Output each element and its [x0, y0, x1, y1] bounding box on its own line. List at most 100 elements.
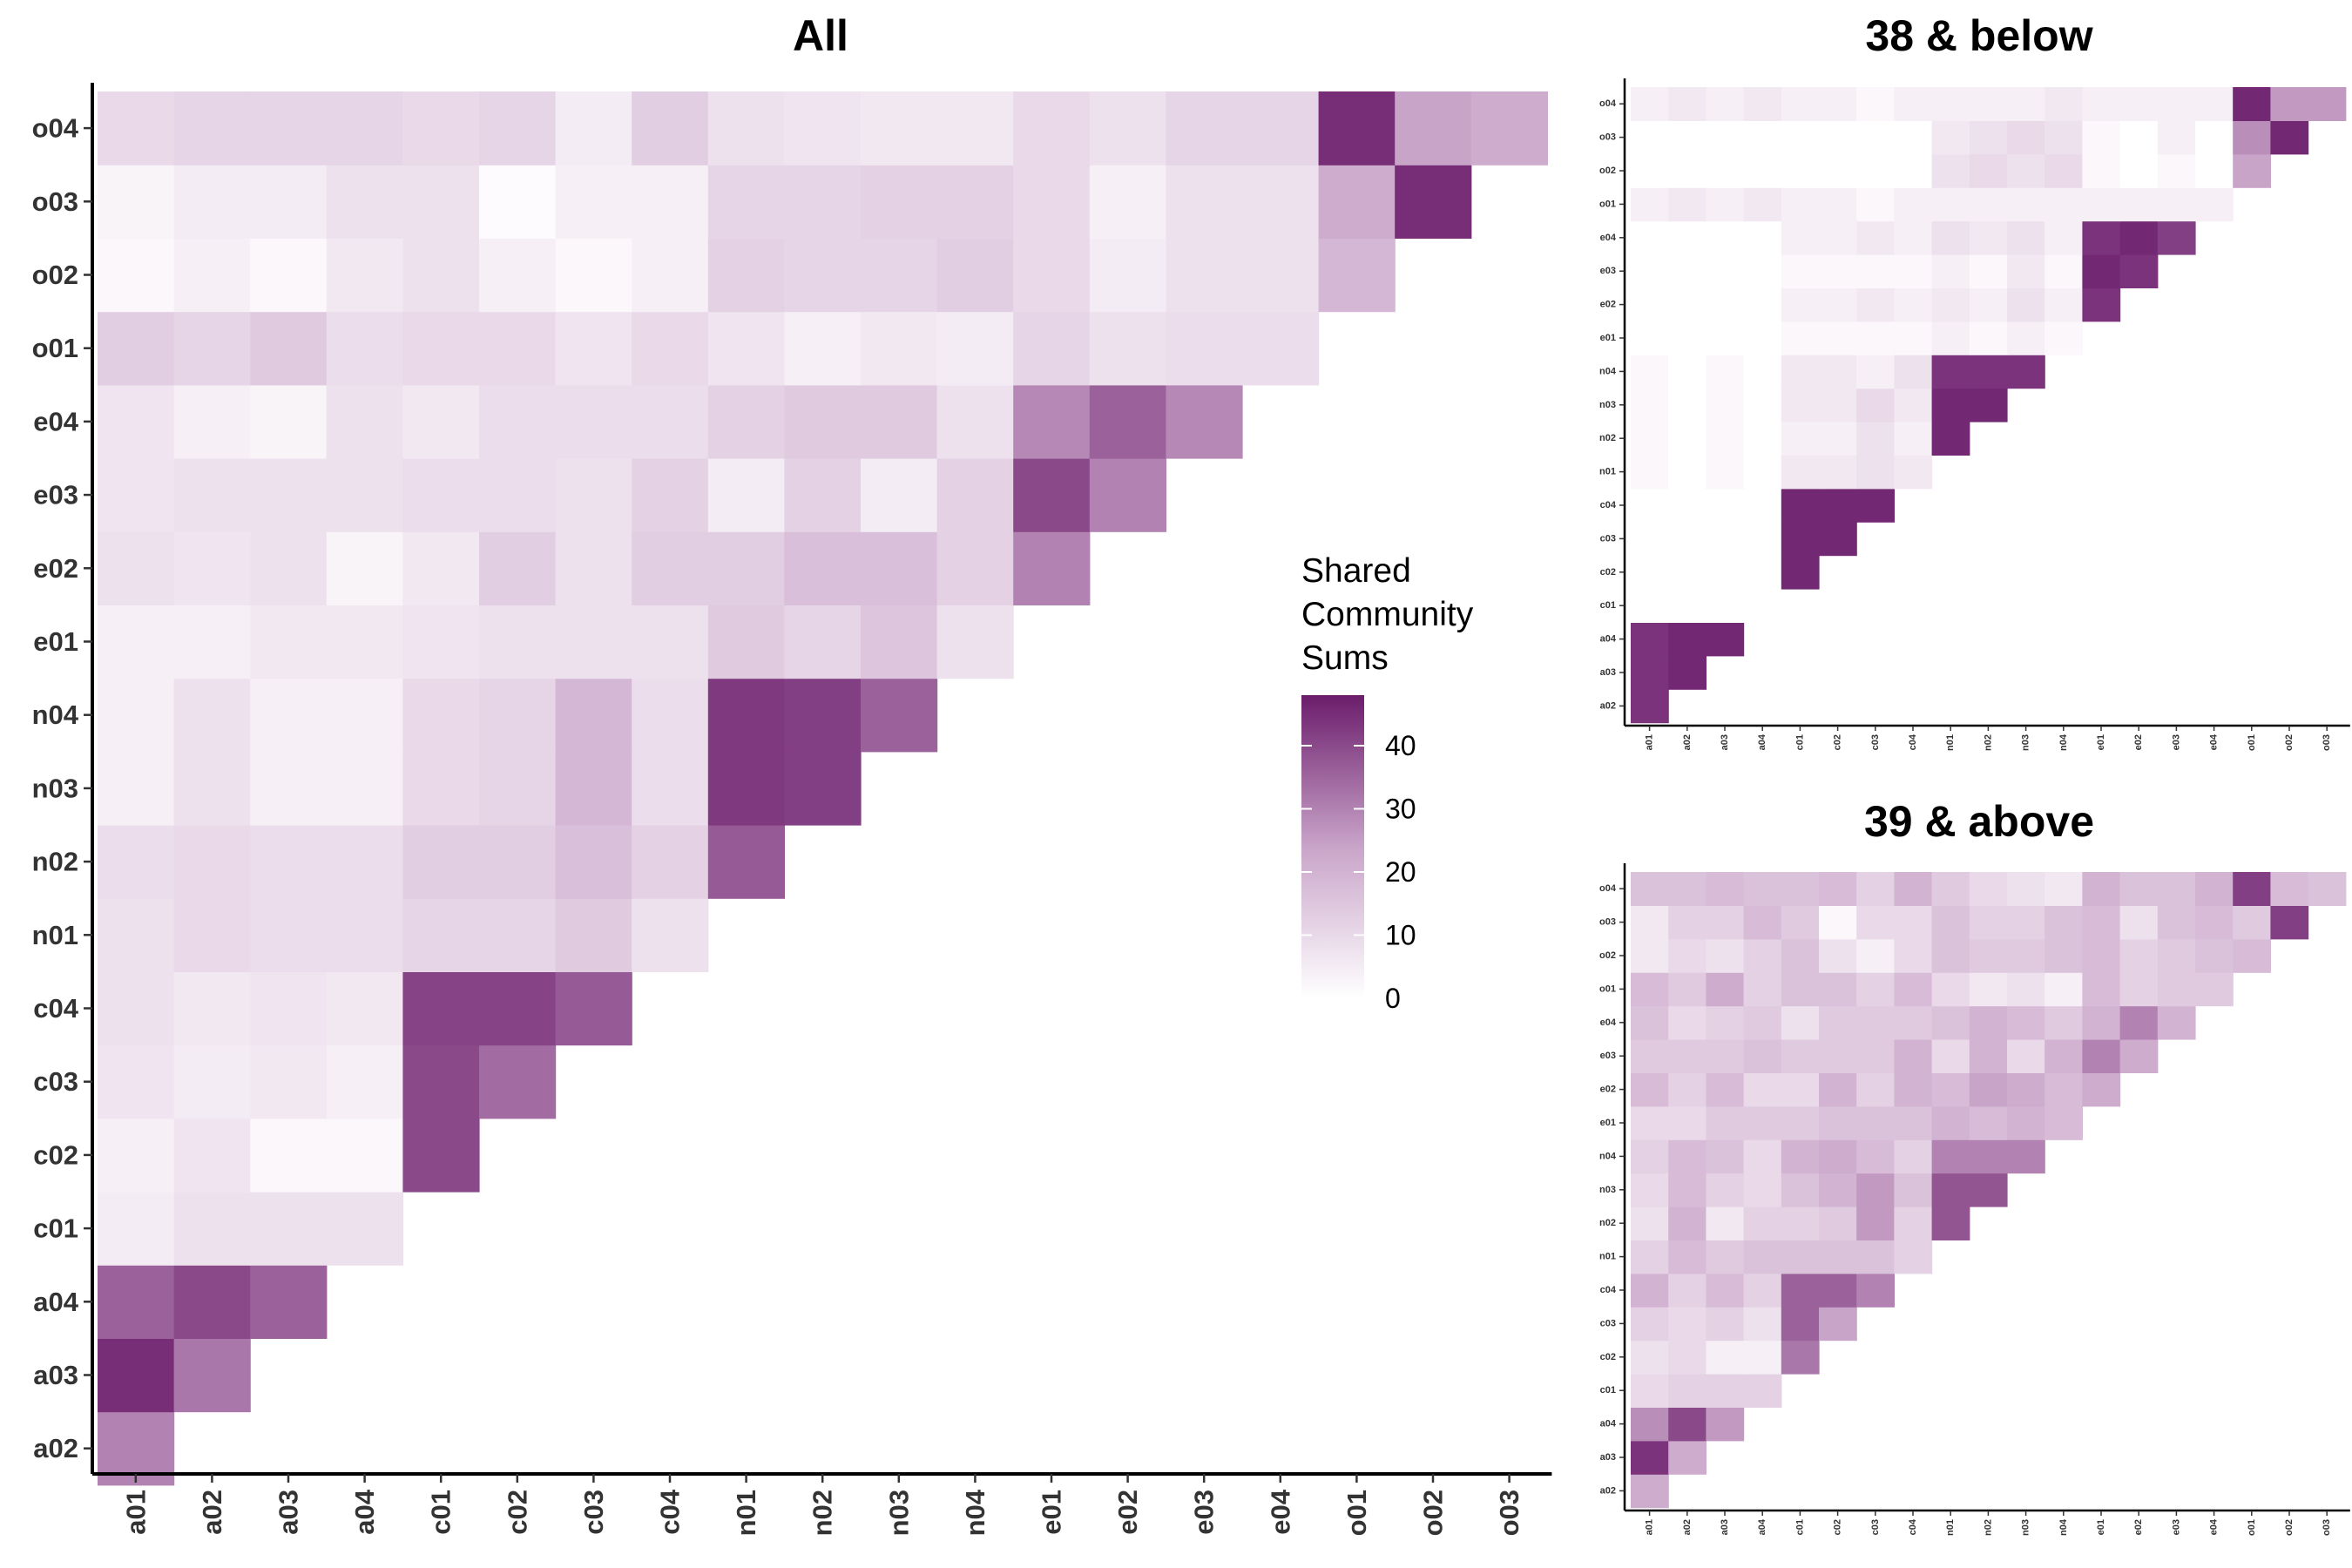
heatmap-cell-o02-n04	[2044, 938, 2083, 973]
x-tick-label-e04: e04	[2209, 733, 2220, 750]
x-tick-label-c04: c04	[1908, 733, 1918, 750]
heatmap-cell-e04-e02	[2119, 1005, 2159, 1040]
heatmap-cell-e01-c03	[555, 605, 632, 679]
heatmap-cell-e04-a04	[326, 384, 403, 459]
x-tick-label-n01: n01	[1945, 1519, 1956, 1536]
heatmap-cell-o01-a01	[1631, 972, 1669, 1007]
y-tick-label-c01: c01	[1600, 1385, 1616, 1396]
heatmap-cell-n01-a03	[1706, 455, 1745, 490]
heatmap-cell-n02-n01	[1931, 1206, 1970, 1240]
heatmap-cell-n04-n03	[2007, 355, 2045, 389]
x-tick-label-n03: n03	[883, 1490, 914, 1536]
heatmap-cell-e02-c04	[1894, 1072, 1933, 1107]
heatmap-cell-e04-n01	[707, 384, 785, 459]
heatmap-cells-38-below	[1631, 87, 2347, 724]
y-axis-labels-all: a02 a03 a04 c01 c02 c03 c04 n01 n02 n03 n04 e01 e02 e…	[32, 113, 79, 1464]
heatmap-cell-c04-a02	[173, 971, 251, 1046]
heatmap-cell-n02-c01	[402, 825, 480, 899]
heatmap-cell-c03-a04	[1743, 1307, 1782, 1342]
heatmap-cell-o03-n03	[861, 165, 938, 239]
heatmap-cell-o03-c03	[1856, 120, 1895, 155]
heatmap-cell-e04-a01	[1631, 1005, 1669, 1040]
heatmap-cell-e03-c01	[402, 458, 480, 532]
heatmap-cell-n03-n01	[1931, 1173, 1970, 1207]
y-tick-label-o03: o03	[1599, 917, 1616, 928]
heatmap-cell-o04-a02	[1668, 87, 1707, 121]
heatmap-cell-n02-c02	[479, 825, 557, 899]
heatmap-cell-o01-e03	[2157, 187, 2196, 222]
heatmap-cell-a03-a02	[1668, 1440, 1707, 1475]
legend-ticks: 0 10 20 30 40	[1301, 730, 1416, 1014]
heatmap-cell-o04-a03	[250, 91, 328, 166]
x-tick-label-e03: e03	[2171, 1519, 2181, 1535]
heatmap-cell-n03-c03	[1856, 1173, 1895, 1207]
heatmap-cells-all	[98, 91, 1548, 1486]
heatmap-cell-n04-a04	[1743, 1139, 1782, 1174]
heatmap-cell-o03-n01	[707, 165, 785, 239]
legend-title-line-2: Community	[1301, 596, 1474, 633]
heatmap-cell-c03-a01	[1631, 522, 1669, 557]
heatmap-cell-c03-a02	[1668, 1307, 1707, 1342]
heatmap-cell-n04-a03	[250, 678, 328, 753]
heatmap-cell-n04-c02	[1819, 1139, 1857, 1174]
heatmap-cell-o02-c04	[1894, 153, 1933, 188]
heatmap-cell-o03-e01	[2082, 120, 2121, 155]
heatmap-cell-a03-a01	[1631, 1440, 1669, 1475]
x-axis-labels-all: a01 a02 a03 a04 c01 c02 c03 c04 n01 n02 n03 n04 e01 e…	[120, 1489, 1524, 1536]
x-tick-label-c03: c03	[1870, 1519, 1881, 1535]
heatmap-cell-n02-c03	[1856, 422, 1895, 456]
heatmap-cell-o03-e03	[2157, 905, 2196, 940]
heatmap-cell-o04-n01	[1931, 872, 1970, 906]
heatmap-cell-e02-n02	[784, 531, 862, 605]
heatmap-cell-c02-c01	[402, 1118, 480, 1193]
heatmap-cell-o01-a01	[1631, 187, 1669, 222]
heatmap-cell-c01-a04	[326, 1192, 403, 1266]
heatmap-cell-n02-c04	[1894, 422, 1933, 456]
heatmap-cell-o03-c01	[402, 165, 480, 239]
heatmap-cell-o01-n01	[1931, 187, 1970, 222]
heatmap-cell-o03-c02	[1819, 120, 1857, 155]
heatmap-cell-n01-a02	[1668, 455, 1707, 490]
heatmap-cell-o02-a03	[1706, 938, 1745, 973]
heatmap-cell-c01-a01	[98, 1192, 175, 1266]
heatmap-cell-n04-a04	[326, 678, 403, 753]
heatmap-cell-o04-n04	[2044, 87, 2083, 121]
heatmap-cell-n04-n01	[1931, 1139, 1970, 1174]
heatmap-cell-o02-c02	[1819, 938, 1857, 973]
heatmap-cell-o03-o01	[1318, 165, 1396, 239]
x-tick-label-n04: n04	[960, 1489, 990, 1536]
heatmap-cell-c03-a04	[326, 1044, 403, 1119]
heatmap-cell-e02-a02	[1668, 1072, 1707, 1107]
heatmap-cell-n04-a02	[1668, 1139, 1707, 1174]
heatmap-cell-c02-a01	[1631, 1340, 1669, 1375]
heatmap-cell-o02-n02	[784, 238, 862, 313]
heatmap-cell-o03-e04	[1242, 165, 1320, 239]
legend-tick-label-30: 30	[1385, 794, 1416, 825]
heatmap-cell-o01-e03	[1166, 311, 1243, 386]
heatmap-cell-o03-n03	[2007, 120, 2045, 155]
heatmap-cell-o02-a01	[1631, 153, 1669, 188]
heatmap-cell-n03-a03	[250, 751, 328, 826]
heatmap-cell-o03-c04	[1894, 905, 1933, 940]
heatmap-cell-o01-e02	[2119, 972, 2159, 1007]
heatmap-cell-c03-a02	[1668, 522, 1707, 557]
heatmap-cell-c04-a01	[98, 971, 175, 1046]
heatmap-cell-c04-a03	[1706, 488, 1745, 523]
heatmap-cell-n04-n01	[707, 678, 785, 753]
heatmap-cell-e02-c03	[1856, 1072, 1895, 1107]
y-tick-label-n02: n02	[32, 847, 78, 877]
y-tick-label-a02: a02	[1600, 1485, 1616, 1496]
heatmap-cell-o03-n04	[936, 165, 1014, 239]
x-tick-label-n01: n01	[1945, 734, 1956, 751]
heatmap-cell-e04-c02	[1819, 1005, 1857, 1040]
heatmap-cell-o01-e02	[2119, 187, 2159, 222]
heatmap-cell-n03-c04	[632, 751, 709, 826]
heatmap-cell-n03-a04	[326, 751, 403, 826]
heatmap-cell-n04-a02	[173, 678, 251, 753]
heatmap-cell-o04-c04	[1894, 872, 1933, 906]
y-tick-label-a04: a04	[33, 1287, 78, 1317]
heatmap-cell-e02-a03	[250, 531, 328, 605]
heatmap-cell-o04-c04	[1894, 87, 1933, 121]
heatmap-cell-e03-n02	[784, 458, 862, 532]
heatmap-cell-e03-c02	[1819, 254, 1857, 288]
